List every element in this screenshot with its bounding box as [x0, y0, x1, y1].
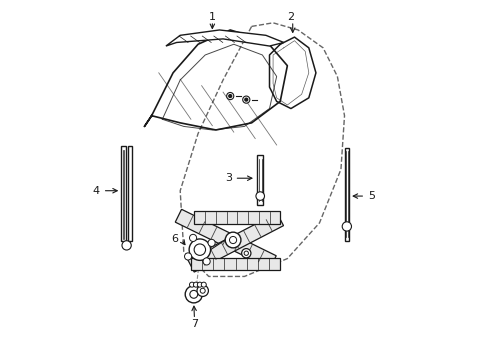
Circle shape [226, 93, 233, 100]
Circle shape [241, 249, 250, 258]
Circle shape [201, 282, 206, 287]
Polygon shape [127, 146, 132, 241]
Circle shape [197, 282, 202, 287]
Polygon shape [165, 30, 283, 46]
Circle shape [207, 239, 215, 247]
Circle shape [185, 286, 202, 303]
Circle shape [228, 95, 231, 98]
Text: 6: 6 [171, 234, 178, 244]
Polygon shape [194, 211, 280, 224]
Polygon shape [257, 155, 263, 205]
Polygon shape [121, 146, 125, 241]
Text: 7: 7 [190, 319, 198, 329]
Circle shape [194, 244, 205, 255]
Circle shape [242, 96, 249, 103]
Circle shape [203, 258, 210, 265]
Text: 4: 4 [93, 186, 100, 196]
Polygon shape [187, 213, 283, 272]
Circle shape [193, 282, 198, 287]
Text: 8: 8 [253, 258, 260, 268]
Circle shape [342, 222, 351, 231]
Polygon shape [190, 257, 280, 270]
Circle shape [200, 288, 205, 293]
Text: 3: 3 [224, 173, 231, 183]
Circle shape [229, 237, 236, 244]
Circle shape [122, 241, 131, 250]
Circle shape [197, 285, 208, 296]
Text: 5: 5 [367, 191, 374, 201]
Circle shape [244, 98, 247, 101]
Polygon shape [175, 209, 276, 269]
Circle shape [189, 282, 194, 287]
Circle shape [225, 232, 241, 248]
Circle shape [189, 239, 210, 260]
Circle shape [255, 192, 264, 201]
Polygon shape [344, 148, 348, 241]
Circle shape [244, 251, 248, 255]
Circle shape [189, 234, 196, 242]
Text: 2: 2 [287, 13, 294, 22]
Circle shape [184, 253, 191, 260]
Circle shape [189, 291, 197, 298]
Text: 1: 1 [208, 13, 215, 22]
